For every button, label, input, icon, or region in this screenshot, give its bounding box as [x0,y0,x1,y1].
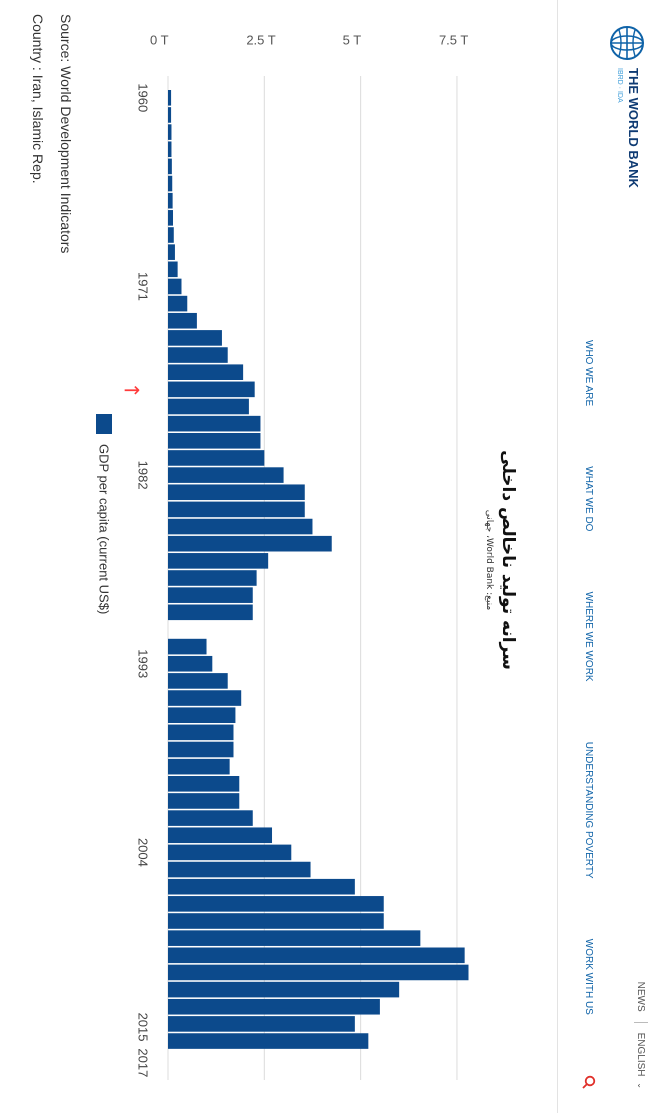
bar [168,998,380,1015]
red-arrow-marker: → [124,377,141,401]
bar [168,433,261,449]
x-tick-label: 2017 [135,1048,150,1077]
y-tick-label: 5 T [343,33,362,48]
bar [168,844,292,861]
bar [168,467,284,483]
bar [168,861,311,878]
bar [168,741,234,758]
bar [167,90,172,106]
bar [168,278,182,295]
bar [167,638,207,655]
bar [168,810,253,826]
bar [168,347,228,363]
bar [168,364,244,380]
bar [168,518,313,535]
x-tick-label: 1971 [135,272,150,301]
x-tick-label: 2004 [135,838,150,867]
bar [167,244,175,260]
world-bank-logo[interactable]: THE WORLD BANK IBRD · IDA [608,24,646,188]
x-tick-label: 2015 [135,1013,150,1042]
bar [168,981,400,998]
bar [168,1016,355,1032]
bar [168,124,172,140]
bar [168,553,269,569]
bar [168,673,228,689]
bar [167,381,255,398]
bar [168,776,240,792]
bar [168,878,355,895]
bar [168,896,384,912]
bar [168,827,273,844]
bar [168,947,465,964]
bar [168,227,174,243]
x-tick-label: 1960 [135,83,150,112]
legend-label: GDP per capita (current US$) [97,444,112,614]
source-note: Source: World Development Indicators [58,14,74,254]
bar [168,501,305,518]
bar [168,930,421,946]
main-nav: WHO WE ARE WHAT WE DO WHERE WE WORK UNDE… [582,340,596,1089]
bar [168,398,249,415]
bar [168,312,197,329]
bar [167,330,222,346]
bar [168,210,174,226]
bar [167,107,172,123]
x-tick-label: 1982 [135,461,150,490]
bar [168,570,257,586]
site-header: THE WORLD BANK IBRD · IDA NEWS ENGLISH ⌄… [557,0,668,1113]
bar [167,295,188,312]
bar [168,707,236,724]
bar [168,655,213,672]
legend-swatch [96,414,112,434]
bar [168,484,305,501]
y-tick-label: 7.5 T [439,33,468,48]
y-tick-label: 2.5 T [246,33,275,48]
bar [168,415,261,432]
bar [168,450,265,466]
bar [168,724,234,741]
chart-footer: Source: World Development Indicators Cou… [24,14,80,253]
bar [168,1033,369,1049]
country-note: Country : Iran, Islamic Rep. [30,14,46,184]
bar [168,690,242,706]
globe-icon [610,26,644,60]
x-tick-label: 1993 [135,649,150,678]
bar [168,964,469,981]
bar [168,604,253,621]
bar [168,535,332,552]
bar [167,158,172,175]
bar [168,141,172,158]
bar [168,192,173,209]
y-tick-label: 0 T [150,33,169,48]
bar [167,175,173,192]
bar [168,758,230,775]
bar [168,587,253,603]
search-icon[interactable] [582,1075,596,1089]
bar [168,913,384,929]
bar [168,261,178,278]
bar [168,793,240,809]
